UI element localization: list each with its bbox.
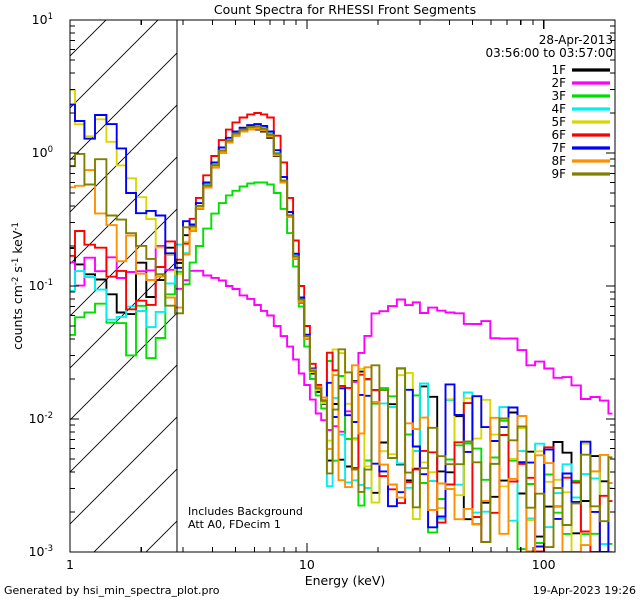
hatch-line [70, 156, 177, 265]
annotation-background: Includes Background [188, 505, 303, 518]
y-axis-label-sup1: -2 [11, 277, 21, 285]
y-axis-label-sup3: -1 [11, 222, 21, 230]
legend-label-2f: 2F [551, 76, 566, 90]
hatch-line [70, 312, 177, 421]
y-axis-label-base1: counts cm [10, 285, 25, 350]
legend-label-7f: 7F [551, 141, 566, 155]
y-tick-label: 10-3 [29, 544, 53, 559]
y-tick-labels: 101 100 10-1 10-2 10-3 [29, 12, 53, 559]
x-tick-label: 10 [299, 557, 315, 572]
hatch-line [70, 208, 177, 317]
hatch-line [70, 260, 177, 369]
legend-label-6f: 6F [551, 128, 566, 142]
legend-label-4f: 4F [551, 102, 566, 116]
y-tick-label: 100 [32, 145, 53, 160]
spectrum-line-8f [70, 127, 613, 552]
y-tick-label: 10-2 [29, 411, 53, 426]
legend-label-8f: 8F [551, 154, 566, 168]
page-title: Count Spectra for RHESSI Front Segments [214, 2, 476, 17]
y-axis-label: counts cm-2 s-1 keV-1 [10, 222, 25, 350]
spectrum-line-1f [70, 128, 613, 552]
y-tick-label: 10-1 [29, 278, 53, 293]
hatch-line [70, 364, 177, 473]
legend-label-3f: 3F [551, 89, 566, 103]
x-tick-label: 100 [532, 557, 556, 572]
hatch-line [70, 20, 107, 57]
obs-date: 28-Apr-2013 [539, 33, 613, 47]
y-axis-label-sup2: -1 [11, 258, 21, 266]
y-axis-label-base3: keV [10, 230, 25, 257]
y-axis-label-base2: s [10, 266, 25, 277]
spectrum-line-4f [70, 124, 613, 552]
hatch-line [30, 472, 330, 600]
spectra-series-group [70, 88, 613, 552]
hatch-line [70, 104, 177, 213]
annotation-attenuator: Att A0, FDecim 1 [188, 518, 281, 531]
spectrum-line-9f [70, 125, 613, 549]
legend-label-9f: 9F [551, 167, 566, 181]
hatch-line [70, 416, 177, 525]
obs-time-range: 03:56:00 to 03:57:00 [486, 46, 613, 60]
spectrum-line-5f [70, 88, 613, 552]
hatch-line [70, 20, 159, 109]
spectrum-line-6f [70, 112, 613, 552]
legend-label-5f: 5F [551, 115, 566, 129]
x-tick-labels: 1 10 100 [66, 557, 556, 572]
x-tick-label: 1 [66, 557, 74, 572]
hatch-line [93, 468, 177, 552]
footer-generator: Generated by hsi_min_spectra_plot.pro [4, 584, 220, 597]
spectrum-line-7f [70, 103, 613, 552]
excluded-band-hatch [30, 20, 330, 600]
axis-ticks [69, 19, 616, 553]
footer-timestamp: 19-Apr-2023 19:26 [533, 584, 636, 597]
x-axis-label: Energy (keV) [305, 573, 386, 588]
spectrum-line-3f [70, 181, 613, 552]
legend-label-1f: 1F [551, 63, 566, 77]
y-tick-label: 101 [32, 12, 53, 27]
hatch-line [145, 520, 177, 552]
hatch-line [70, 52, 177, 161]
